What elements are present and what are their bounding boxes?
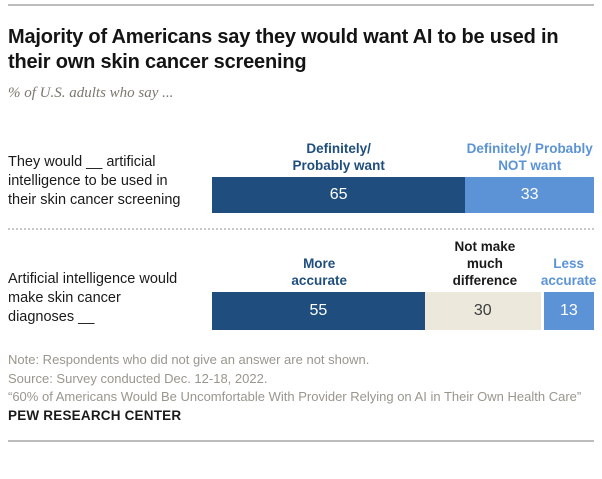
segment-headers: Definitely/ Probably want Definitely/ Pro…: [212, 118, 594, 174]
bottom-rule: [8, 440, 594, 442]
row-chart: Definitely/ Probably want Definitely/ Pro…: [212, 118, 594, 213]
bar-segment: 13: [543, 292, 594, 330]
segment-header: Not make much difference: [426, 238, 543, 289]
chart-title: Majority of Americans say they would wan…: [8, 26, 559, 73]
bar-segment: 65: [212, 177, 466, 213]
chart-subtitle: % of U.S. adults who say ...: [8, 85, 174, 101]
stacked-bar: 65 33: [212, 177, 594, 213]
segment-header-label: More accurate: [291, 256, 347, 288]
segment-header-label: Definitely/ Probably NOT want: [466, 141, 593, 173]
stacked-bar: 55 30 13: [212, 292, 594, 330]
segment-header: Less accurate: [540, 238, 597, 289]
segment-header: More accurate: [212, 238, 426, 289]
report-title-line: “60% of Americans Would Be Uncomfortable…: [8, 389, 582, 404]
segment-header: Definitely/ Probably NOT want: [465, 118, 594, 174]
segment-header-label: Less accurate: [540, 256, 597, 288]
segment-value: 55: [309, 302, 328, 319]
note-line: Note: Respondents who did not give an an…: [8, 352, 370, 367]
source-line: Source: Survey conducted Dec. 12-18, 202…: [8, 370, 268, 386]
chart-row: They would __ artificial intelligence to…: [8, 118, 594, 213]
row-separator: [8, 228, 594, 230]
segment-value: 30: [473, 302, 492, 319]
segment-value: 13: [559, 302, 578, 319]
bar-segment: 30: [424, 292, 544, 330]
chart-row: Artificial intelligence would make skin …: [8, 238, 597, 330]
segment-header-label: Not make much difference: [452, 239, 518, 288]
bar-segment: 55: [212, 292, 425, 330]
bar-segment: 33: [465, 177, 594, 213]
chart-footer: Note: Respondents who did not give an an…: [8, 351, 594, 425]
brand-label: PEW RESEARCH CENTER: [8, 407, 182, 423]
segment-value: 33: [520, 186, 539, 203]
row-label: Artificial intelligence would make skin …: [8, 271, 178, 325]
segment-header: Definitely/ Probably want: [212, 118, 465, 174]
segment-header-label: Definitely/ Probably want: [292, 141, 385, 173]
row-chart: More accurate Not make much difference Les…: [212, 238, 597, 330]
stacked-bar-chart: They would __ artificial intelligence to…: [8, 118, 597, 330]
segment-value: 65: [329, 186, 348, 203]
row-label: They would __ artificial intelligence to…: [8, 154, 181, 208]
top-rule: [8, 4, 594, 6]
segment-headers: More accurate Not make much difference Les…: [212, 238, 597, 289]
